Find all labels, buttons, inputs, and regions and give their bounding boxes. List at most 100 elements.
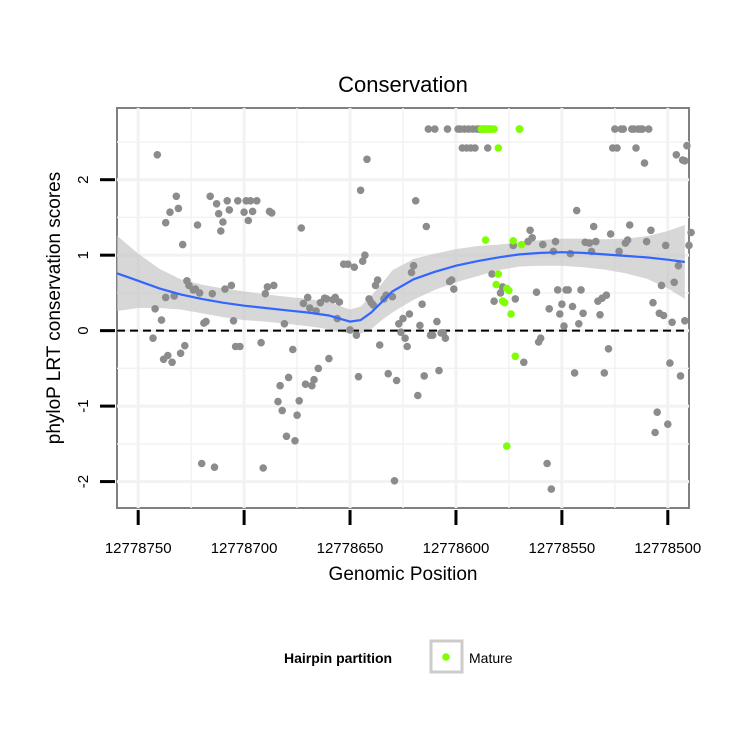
data-point [278, 406, 287, 415]
data-point [151, 305, 159, 313]
data-point [447, 276, 456, 284]
data-point [592, 237, 600, 246]
data-point [356, 186, 365, 195]
legend-key-mature [442, 653, 450, 661]
data-point [496, 289, 505, 297]
data-point [657, 281, 666, 290]
legend: Hairpin partition Mature [284, 639, 513, 674]
data-point [431, 125, 439, 133]
data-point [661, 241, 670, 250]
data-point [166, 208, 174, 216]
data-point [223, 197, 231, 205]
data-point [308, 381, 316, 390]
y-tick-label: -2 [75, 475, 92, 488]
data-point [240, 208, 248, 216]
data-point [197, 459, 206, 468]
data-point-mature [481, 236, 490, 244]
data-point [346, 326, 354, 334]
data-point [217, 227, 225, 235]
data-point [282, 432, 291, 441]
data-point [560, 322, 568, 330]
data-point [632, 144, 640, 152]
data-point [276, 381, 284, 390]
x-tick-label: 12778650 [317, 540, 384, 557]
data-point [443, 125, 452, 133]
data-point [511, 295, 520, 303]
data-point [234, 197, 242, 205]
data-point [424, 125, 433, 133]
data-point [471, 144, 479, 152]
data-point [219, 218, 227, 226]
data-point [551, 237, 560, 246]
data-point [526, 226, 534, 235]
data-point [604, 345, 613, 353]
data-point [363, 155, 371, 164]
data-point [674, 261, 683, 270]
data-point [325, 354, 333, 363]
data-point [208, 289, 217, 298]
data-point [263, 283, 272, 291]
data-point [623, 236, 632, 244]
data-point [212, 200, 221, 208]
data-point [615, 247, 623, 256]
data-point [433, 317, 441, 326]
legend-label-mature: Mature [469, 650, 513, 666]
data-point-mature [509, 237, 517, 245]
y-axis: -2 -1 0 1 2 [75, 176, 115, 488]
data-point [261, 289, 270, 298]
data-point [352, 331, 361, 340]
data-point [322, 295, 331, 303]
y-tick-label: 2 [75, 176, 92, 184]
data-point-mature [505, 286, 513, 295]
data-point [301, 380, 310, 389]
data-point [259, 464, 268, 472]
data-point [267, 209, 276, 217]
data-point [566, 249, 575, 258]
data-point [664, 420, 672, 429]
data-point [606, 230, 615, 238]
data-point [539, 240, 547, 249]
data-point [600, 369, 609, 377]
data-point [672, 151, 681, 159]
data-point [210, 463, 219, 472]
data-point-mature [492, 280, 501, 289]
data-point [193, 221, 202, 229]
data-point [450, 285, 458, 293]
data-point [659, 311, 668, 320]
data-point [611, 125, 619, 133]
data-point [653, 408, 661, 417]
data-point [354, 372, 363, 381]
data-point [244, 216, 253, 225]
data-point [670, 278, 678, 287]
x-axis: 12778750 12778700 12778650 12778600 12778550… [105, 510, 701, 557]
data-point [280, 320, 289, 328]
data-point [613, 144, 621, 152]
data-point [532, 288, 541, 297]
data-point [640, 159, 649, 167]
data-point [257, 338, 265, 347]
data-point [335, 298, 344, 306]
data-point [229, 317, 238, 325]
data-point [289, 345, 297, 354]
data-point [585, 239, 594, 247]
data-point [202, 317, 210, 326]
data-point [274, 397, 282, 406]
data-point [428, 331, 437, 340]
data-point [414, 391, 422, 400]
data-point [407, 268, 416, 277]
data-point [687, 228, 695, 237]
data-point [683, 141, 691, 150]
data-point [303, 293, 312, 302]
data-point [384, 369, 393, 378]
data-point [293, 411, 301, 420]
data-point [306, 304, 314, 312]
data-point [556, 310, 564, 318]
data-point [149, 334, 157, 343]
data-point [676, 372, 685, 380]
data-point [520, 358, 528, 367]
data-point [361, 251, 369, 259]
data-point [572, 206, 581, 215]
data-point [390, 477, 399, 485]
data-point [420, 372, 429, 380]
x-tick-label: 12778600 [423, 540, 490, 557]
